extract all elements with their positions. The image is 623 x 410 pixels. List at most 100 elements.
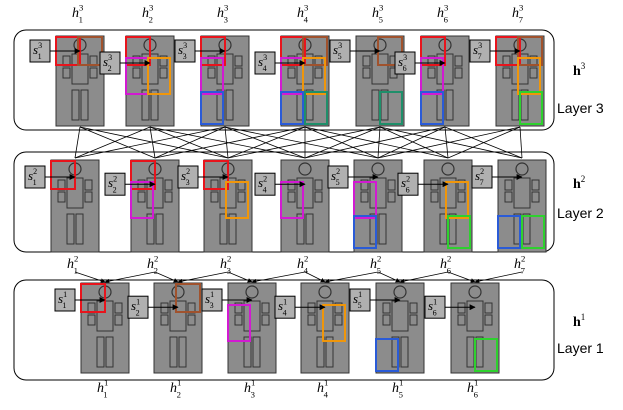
figure-torso (316, 300, 334, 332)
h-label-sub: 2 (177, 390, 181, 400)
s-label-base: s (258, 54, 263, 69)
node-h4-l3: s3 4h3 4 (254, 3, 330, 127)
green-box (447, 215, 471, 249)
h-label-base: h (244, 381, 251, 396)
h-label-base: h (437, 6, 444, 21)
s-label: s3 3 (178, 41, 187, 61)
h-label: h3 3 (217, 3, 228, 25)
orange-box (225, 181, 249, 219)
layer-2-label: Layer 2 (557, 205, 604, 221)
node-h3-l1: s1 3h1 3 (201, 282, 277, 400)
edge-l2-l3 (227, 126, 306, 159)
blue-box (200, 91, 224, 125)
figure-arm (314, 67, 323, 79)
h-label-sub: 2 (149, 15, 153, 25)
figure-leg-right (225, 89, 234, 121)
figure-arm (531, 191, 540, 203)
s-label-base: s (331, 168, 336, 183)
h-label: h1 6 (467, 378, 479, 400)
figure-head (298, 162, 312, 176)
node-h7-l2: s2 7h2 7 (471, 159, 547, 276)
figure-arm (387, 179, 396, 191)
s-label: s3 7 (473, 41, 482, 61)
h-label-sup: 2 (74, 254, 78, 264)
s-label-sub: 3 (186, 178, 190, 187)
figure-head (318, 285, 332, 299)
node-h4-l1: s1 4h1 4 (274, 282, 350, 400)
figure-arm (62, 67, 71, 79)
figure-leg-right (445, 89, 454, 121)
orange-box (517, 57, 541, 95)
s-label-sub: 3 (183, 52, 187, 61)
figure-leg-left (243, 336, 252, 368)
figure-arm (529, 67, 538, 79)
s-label-sup: 2 (113, 174, 117, 183)
orange-box (147, 57, 171, 95)
h-label: h1 3 (244, 378, 255, 400)
h-label-sub: 1 (79, 15, 83, 25)
figure-arm (57, 191, 66, 203)
figure-head (441, 162, 455, 176)
edge-l2-l3 (444, 126, 523, 159)
h-label-sup: 1 (474, 378, 478, 388)
s-label: s2 1 (28, 167, 37, 187)
s-label-sup: 2 (263, 174, 267, 183)
figure-torso (466, 300, 484, 332)
blue-box (497, 215, 521, 249)
s-label-sub: 5 (358, 301, 362, 310)
s-label-base: s (108, 175, 113, 190)
brown-box (175, 283, 201, 313)
figure-arm (409, 314, 418, 326)
edge-l2-l3 (79, 126, 156, 159)
green-box (474, 338, 498, 372)
figure-arm (132, 67, 141, 79)
edge-l2-l3 (379, 126, 523, 159)
blue-box (280, 91, 304, 125)
h-label-sub: 1 (74, 266, 78, 276)
magenta-box (200, 57, 224, 95)
layer-2-h-symbol: h2 (573, 174, 585, 192)
s-label-base: s (353, 291, 358, 306)
layer-h-base: h (573, 177, 581, 192)
magenta-box (420, 57, 444, 95)
s-label-base: s (131, 298, 136, 313)
s-label-sup: 1 (433, 297, 437, 306)
layer-h-sup: 2 (581, 174, 586, 184)
s-label-sup: 3 (403, 53, 407, 62)
h-label-sub: 3 (227, 266, 231, 276)
figure-leg-left (96, 336, 105, 368)
figure-arm (360, 179, 369, 191)
layer-1-label: Layer 1 (557, 340, 604, 356)
layer-1-h-symbol: h1 (573, 312, 585, 330)
figure-arm (187, 314, 196, 326)
h-label: h1 5 (392, 378, 403, 400)
h-label-sub: 5 (377, 266, 381, 276)
node-h5-l1: s1 5h1 5 (349, 282, 425, 400)
h-label-sup: 1 (104, 378, 108, 388)
blue-box (375, 338, 399, 372)
figure-arm (362, 67, 371, 79)
h-label-base: h (372, 6, 379, 21)
h-label: h3 4 (297, 3, 309, 25)
h-label-base: h (467, 381, 474, 396)
s-label-base: s (428, 298, 433, 313)
edge-l2-l3 (74, 126, 151, 159)
figure-leg-left (71, 89, 80, 121)
figure-arm (137, 191, 146, 203)
blue-box (420, 91, 444, 125)
s-label-sub: 4 (263, 185, 267, 194)
s-label-sup: 3 (478, 41, 482, 50)
figure-arm (387, 191, 396, 203)
s-label-sup: 3 (183, 41, 187, 50)
node-h6-l2: s2 6h2 6 (397, 159, 473, 276)
s-label: s2 4 (258, 174, 267, 194)
orange-box (322, 304, 346, 342)
figure-arm (382, 302, 391, 314)
red-box (125, 36, 151, 66)
h-label-sup: 2 (447, 254, 451, 264)
figure-arm (531, 179, 540, 191)
figure-leg-left (146, 213, 155, 245)
figure-arm (84, 191, 93, 203)
figure-leg-right (155, 213, 164, 245)
figure-arm (234, 314, 243, 326)
